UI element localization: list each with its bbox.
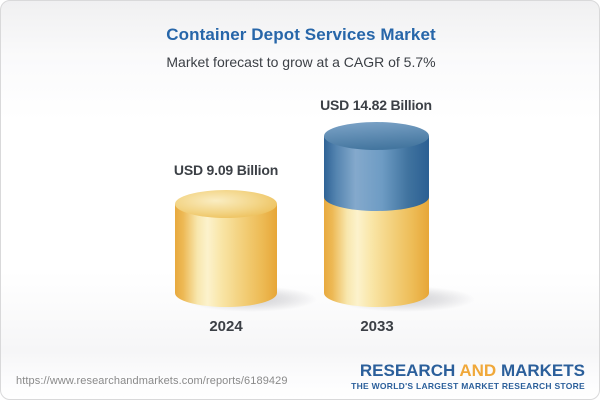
bar-2033-value-label: USD 14.82 Billion bbox=[320, 97, 432, 113]
brand-word-and: AND bbox=[459, 361, 497, 380]
bar-2024-body bbox=[175, 204, 277, 307]
brand-wordmark: RESEARCH AND MARKETS bbox=[351, 362, 585, 379]
bar-2033-category-label: 2033 bbox=[360, 318, 394, 335]
brand-logo: RESEARCH AND MARKETS THE WORLD'S LARGEST… bbox=[351, 362, 585, 391]
bar-2033-growth-segment bbox=[324, 136, 429, 211]
brand-word-markets: MARKETS bbox=[500, 361, 585, 380]
bar-2033-cylinder bbox=[324, 122, 429, 307]
page-title: Container Depot Services Market bbox=[166, 25, 436, 44]
bar-2033-top-face bbox=[324, 122, 429, 150]
bar-2024-value-label: USD 9.09 Billion bbox=[173, 162, 279, 178]
source-url: https://www.researchandmarkets.com/repor… bbox=[16, 375, 288, 387]
bar-2024-cylinder bbox=[175, 190, 277, 307]
brand-word-research: RESEARCH bbox=[359, 361, 456, 380]
bar-2024-top-face bbox=[175, 190, 277, 218]
brand-tagline: THE WORLD'S LARGEST MARKET RESEARCH STOR… bbox=[351, 381, 585, 391]
page-subtitle: Market forecast to grow at a CAGR of 5.7… bbox=[166, 54, 436, 70]
bar-2024-category-label: 2024 bbox=[209, 318, 243, 335]
bar-2033-base-segment bbox=[324, 197, 429, 307]
